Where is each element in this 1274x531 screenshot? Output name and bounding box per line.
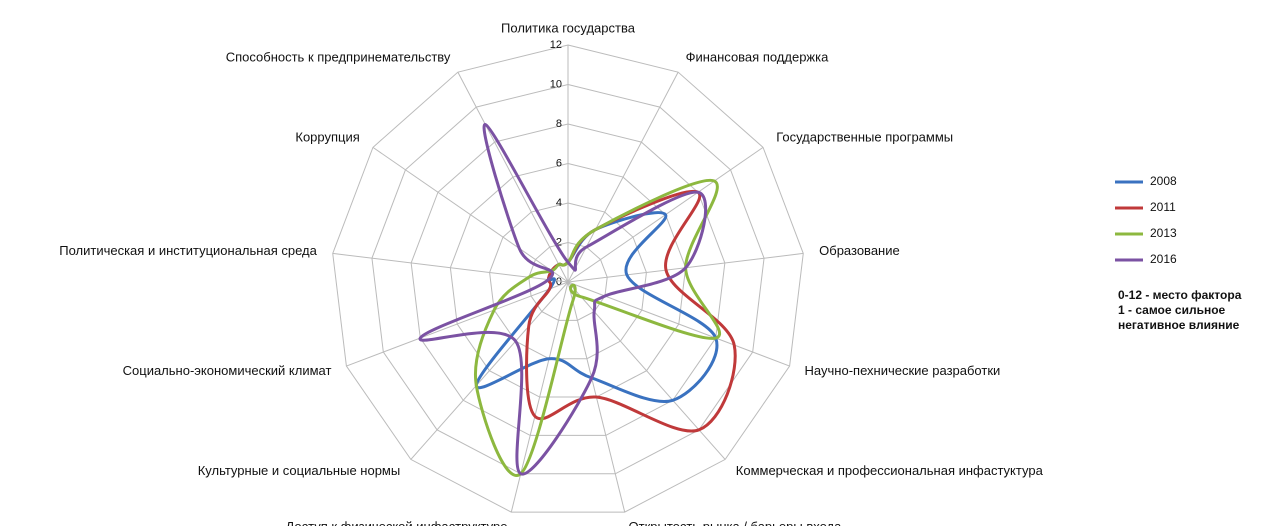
tick-label: 12 <box>550 39 562 51</box>
legend-label: 2013 <box>1150 226 1177 240</box>
annotation: 0-12 - место фактора <box>1118 288 1242 302</box>
grid-ring <box>489 202 647 360</box>
axis-label: Доступ к физической инфаструктуре <box>285 519 507 526</box>
annotation: негативное влияние <box>1118 318 1240 332</box>
spoke <box>346 281 569 367</box>
legend-label: 2011 <box>1150 200 1176 214</box>
spoke <box>372 146 569 283</box>
tick-label: 2 <box>556 236 562 248</box>
series-line <box>473 178 721 477</box>
tick-label: 4 <box>556 197 562 209</box>
axis-label: Финансовая поддержка <box>686 49 830 64</box>
axis-label: Способность к предпринемательству <box>226 49 451 64</box>
grid-ring <box>332 44 804 513</box>
grid-ring <box>410 123 726 436</box>
axis-label: Образование <box>819 243 900 258</box>
axis-label: Государственные программы <box>776 130 953 145</box>
axis-label: Социально-экономический климат <box>123 363 332 378</box>
spoke <box>567 71 679 283</box>
annotation: 1 - самое сильное <box>1118 303 1226 317</box>
legend-label: 2008 <box>1150 174 1177 188</box>
grid-ring <box>371 83 765 475</box>
legend-label: 2016 <box>1150 252 1177 266</box>
axis-label: Открытость рынка / барьеры входа <box>629 519 843 526</box>
axis-label: Научно-пехнические разработки <box>805 363 1001 378</box>
tick-label: 10 <box>550 78 562 90</box>
grid-ring <box>449 162 687 398</box>
series-line <box>418 123 708 476</box>
axis-label: Политика государства <box>501 20 636 35</box>
spoke <box>410 281 569 460</box>
axis-label: Культурные и социальные нормы <box>198 463 401 478</box>
axis-label: Коррупция <box>295 130 359 145</box>
axis-label: Политическая и институциональная среда <box>59 243 317 258</box>
tick-label: 0 <box>556 276 562 288</box>
tick-label: 8 <box>556 118 562 130</box>
spoke <box>457 71 569 283</box>
axis-label: Коммерческая и профессиональная инфастук… <box>736 463 1044 478</box>
series-line <box>525 189 737 433</box>
tick-label: 6 <box>556 157 562 169</box>
